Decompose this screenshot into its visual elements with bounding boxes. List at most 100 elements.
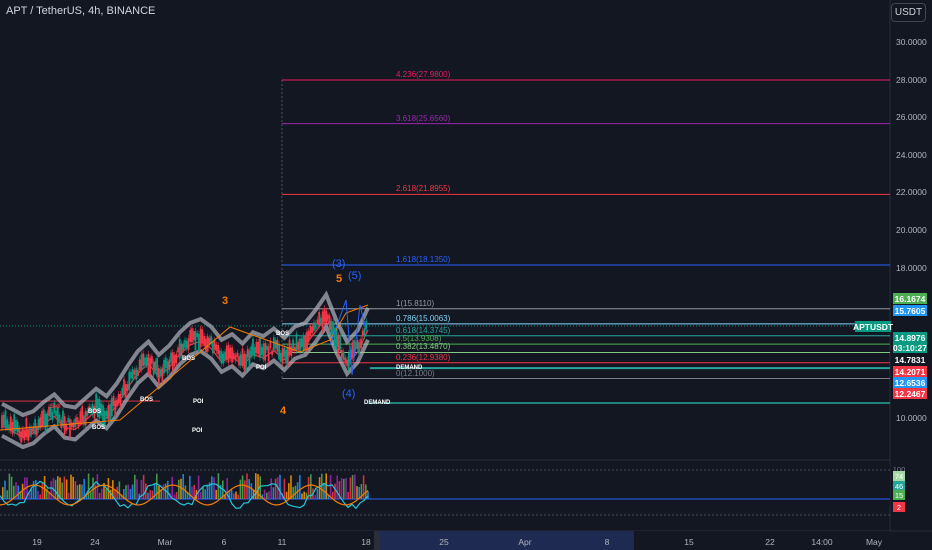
oscillator-bar: [191, 486, 193, 499]
oscillator-bar: [59, 477, 61, 499]
oscillator-bar: [57, 476, 59, 499]
candle-body: [356, 340, 359, 350]
oscillator-bar: [120, 494, 123, 499]
candle-body: [105, 411, 108, 417]
candle-body: [35, 426, 38, 436]
oscillator-bar: [296, 482, 299, 499]
candle-body: [145, 357, 148, 366]
oscillator-value-tag: 46: [893, 481, 905, 491]
candle-body: [117, 394, 120, 404]
candle-body: [234, 355, 237, 361]
oscillator-bar: [233, 493, 235, 499]
candle-body: [340, 350, 343, 359]
fib-level-label: 0.618(14.3745): [396, 325, 451, 335]
candle-body: [93, 406, 96, 419]
oscillator-bar: [94, 484, 96, 499]
oscillator-bar: [175, 491, 178, 499]
poi-label: POI: [192, 428, 203, 434]
oscillator-bar: [202, 487, 204, 499]
oscillator-bar: [41, 482, 44, 499]
candle-body: [307, 330, 310, 342]
oscillator-bar: [252, 489, 255, 499]
candle-body: [152, 361, 155, 376]
oscillator-bar: [272, 487, 275, 499]
oscillator-bar: [74, 481, 77, 499]
candle-body: [98, 399, 101, 419]
candle-body: [32, 426, 35, 432]
candle-body: [157, 368, 160, 384]
candle-body: [196, 333, 199, 338]
oscillator-bar: [127, 484, 129, 499]
candle-body: [6, 419, 9, 428]
oscillator-bar: [19, 491, 22, 499]
oscillator-bar: [241, 475, 244, 499]
oscillator-bar: [270, 478, 272, 499]
candle-body: [335, 329, 338, 348]
oscillator-bar: [153, 483, 156, 499]
oscillator-bar: [250, 483, 253, 499]
oscillator-bar: [325, 473, 327, 499]
candle-body: [297, 342, 300, 350]
oscillator-bar: [28, 492, 30, 499]
candle-body: [137, 370, 139, 376]
oscillator-bar: [21, 483, 24, 499]
candle-body: [304, 336, 307, 350]
oscillator-bar: [134, 474, 136, 499]
candle-body: [217, 344, 220, 355]
currency-button[interactable]: USDT: [891, 3, 926, 22]
date-axis-label: Mar: [157, 537, 173, 547]
candle-body: [211, 340, 214, 354]
oscillator-value-tag: 15: [893, 490, 905, 500]
candle-body: [198, 333, 200, 352]
candle-body: [60, 419, 63, 428]
oscillator-bar: [329, 474, 332, 499]
oscillator-pane: [0, 464, 890, 516]
symbol-title[interactable]: APT / TetherUS, 4h, BINANCE: [6, 5, 156, 17]
oscillator-bar: [237, 494, 239, 499]
candle-body: [166, 361, 169, 374]
candle-body: [156, 357, 159, 377]
candle-body: [58, 414, 61, 421]
candle-body: [255, 341, 258, 354]
candle-body: [220, 351, 223, 364]
oscillator-bar: [37, 490, 39, 499]
oscillator-value-tag: 100: [892, 464, 906, 474]
candle-body: [250, 346, 253, 357]
price-axis-label: 24.0000: [896, 149, 927, 160]
date-axis-label: Apr: [518, 537, 532, 547]
candle-body: [84, 411, 87, 426]
candle-body: [42, 409, 45, 426]
oscillator-bar: [292, 486, 294, 499]
candle-body: [320, 317, 322, 323]
oscillator-bar: [332, 491, 334, 499]
oscillator-bar: [140, 480, 143, 499]
oscillator-bar: [349, 477, 352, 499]
candle-body: [199, 328, 202, 348]
oscillator-bar: [193, 484, 195, 499]
price-axis-label: 18.0000: [896, 262, 927, 273]
oscillator-bar: [8, 473, 11, 499]
wave-label-5: 5: [336, 273, 343, 285]
oscillator-bar: [230, 489, 233, 499]
oscillator-bar: [162, 484, 165, 499]
candle-body: [170, 352, 172, 363]
oscillator-bar: [314, 494, 316, 499]
date-axis-label: 18: [361, 537, 371, 547]
oscillator-bar: [92, 477, 94, 499]
oscillator-bar: [299, 475, 301, 499]
oscillator-bar: [105, 488, 107, 499]
candle-body: [110, 398, 113, 417]
candle-body: [119, 393, 122, 407]
fib-level-label: 0.236(12.9380): [396, 352, 451, 362]
candle-body: [333, 327, 336, 347]
oscillator-bar: [87, 473, 90, 499]
candle-body: [191, 328, 193, 343]
candle-body: [293, 347, 296, 352]
oscillator-bar: [259, 476, 261, 499]
oscillator-bar: [30, 488, 33, 499]
candle-body: [311, 326, 314, 333]
candle-body: [126, 384, 129, 391]
price-axis-label: 28.0000: [896, 74, 927, 85]
price-axis-label: 26.0000: [896, 112, 927, 123]
